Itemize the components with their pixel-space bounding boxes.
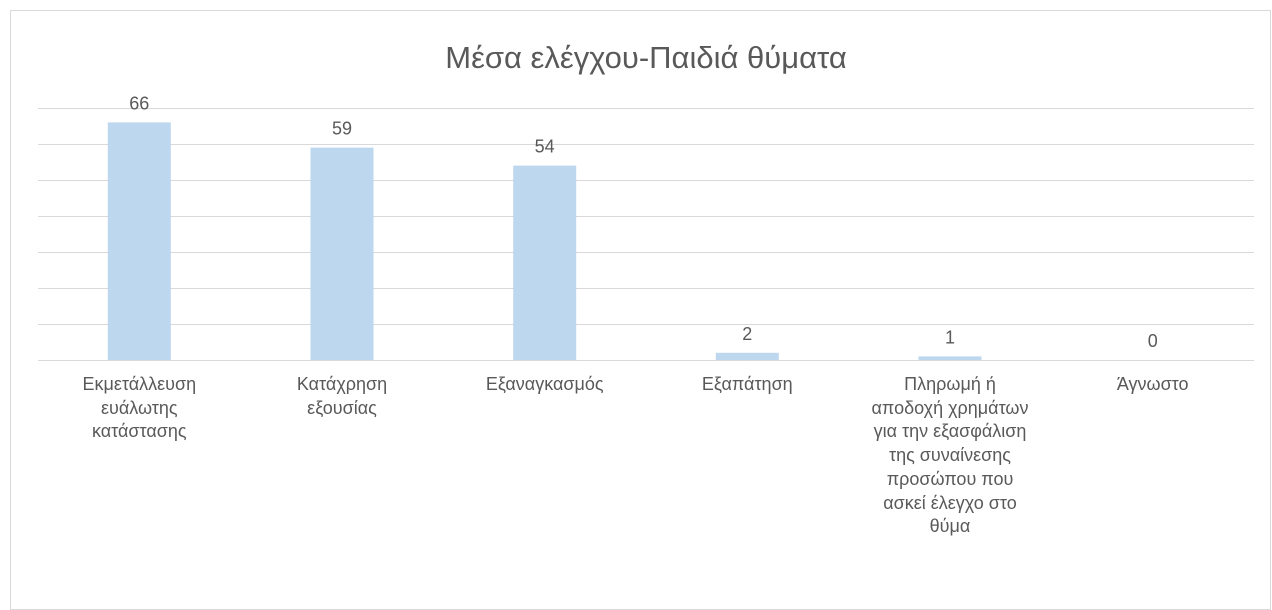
data-label: 66 — [129, 93, 149, 113]
category-label: Εξαναγκασμός — [485, 374, 604, 394]
chart-area — [10, 10, 1271, 610]
category-label: Κατάχρηση εξουσίας — [296, 374, 388, 418]
category-label: Άγνωστο — [1116, 374, 1189, 394]
bar — [310, 147, 374, 360]
category-label: Εκμετάλλευση ευάλωτης κατάστασης — [82, 374, 197, 442]
bar-chart-plot: 66 59 54 2 1 0 — [38, 93, 1254, 361]
category-label: Πληρωμή ή αποδοχή χρημάτων για την εξασφ… — [871, 374, 1029, 537]
bar — [513, 165, 577, 360]
data-label: 1 — [945, 327, 955, 347]
data-label: 59 — [332, 119, 352, 139]
bar — [918, 356, 982, 360]
data-label: 2 — [742, 324, 752, 344]
bar — [715, 352, 779, 360]
data-label: 54 — [535, 137, 555, 157]
data-label: 0 — [1148, 331, 1158, 351]
category-label: Εξαπάτηση — [701, 374, 793, 394]
bar — [107, 122, 171, 361]
chart-title: Μέσα ελέγχου-Παιδιά θύματα — [445, 40, 847, 75]
